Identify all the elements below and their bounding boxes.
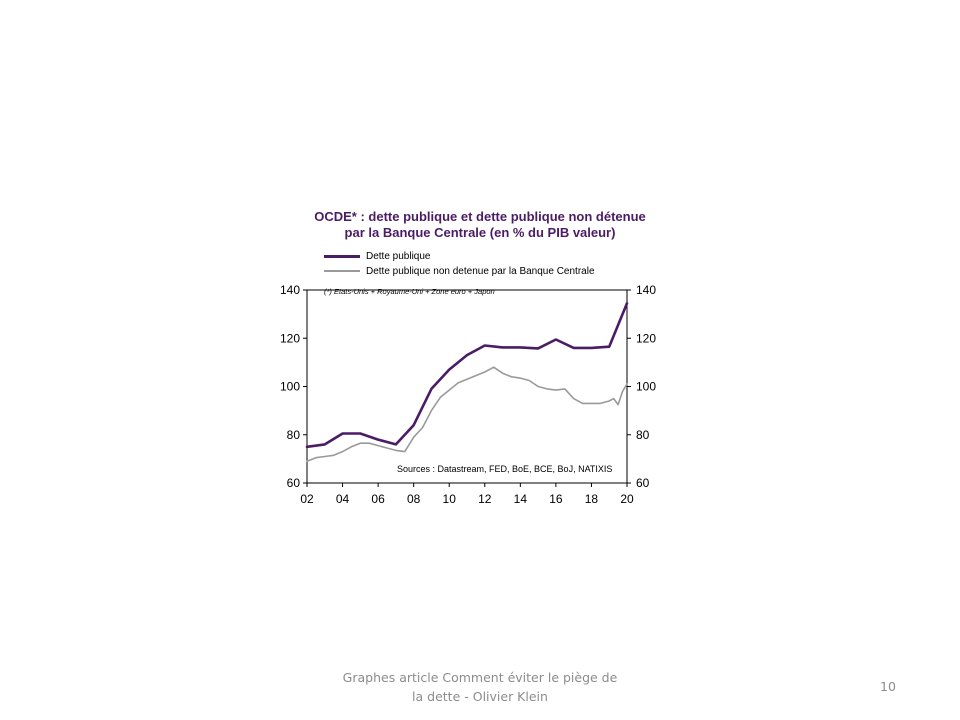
legend-label-dette-non-detenue: Dette publique non detenue par la Banque… (366, 265, 595, 277)
line-chart: 60 60 80 80 100 100 120 120 140 140 02 04 06 08 10 12 14… (280, 283, 656, 506)
y-tick-label-right: 140 (636, 283, 656, 297)
legend-label-dette-publique: Dette publique (366, 250, 431, 262)
plot-frame (306, 289, 628, 484)
y-tick-label-right: 120 (636, 331, 656, 345)
x-tick-label: 10 (443, 492, 457, 506)
series-line-dette-non-detenue (306, 366, 628, 463)
legend-swatch-dette-publique (324, 254, 360, 258)
x-tick-label: 18 (585, 492, 599, 506)
x-tick-label: 16 (549, 492, 563, 506)
x-tick-label: 04 (336, 492, 350, 506)
slide-footer: Graphes article Comment éviter le piège … (320, 668, 640, 706)
y-tick-label-right: 80 (636, 428, 650, 442)
x-tick-label: 12 (478, 492, 492, 506)
chart-labels: (*) Etats-Unis + Royaume-Uni + Zone euro… (324, 287, 612, 474)
chart-footnote: (*) Etats-Unis + Royaume-Uni + Zone euro… (324, 287, 495, 296)
y-tick-label-left: 140 (280, 283, 300, 297)
chart-source: Sources : Datastream, FED, BoE, BCE, BoJ… (397, 464, 612, 474)
legend-swatch-dette-non-detenue (324, 270, 360, 272)
footer-line-2: la dette - Olivier Klein (412, 689, 548, 704)
x-tick-label: 06 (371, 492, 385, 506)
y-tick-label-right: 60 (636, 476, 650, 490)
chart-axes: 60 60 80 80 100 100 120 120 140 140 02 04 06 08 10 12 14… (280, 283, 656, 506)
x-tick-label: 14 (514, 492, 528, 506)
x-tick-label: 02 (300, 492, 314, 506)
chart-title: OCDE* : dette publique et dette publique… (314, 209, 646, 224)
y-tick-label-right: 100 (636, 380, 656, 394)
series-line-dette-publique (305, 301, 629, 449)
x-tick-label: 08 (407, 492, 421, 506)
chart-series (305, 301, 629, 463)
y-tick-label-left: 120 (280, 331, 300, 345)
footer-line-1: Graphes article Comment éviter le piège … (342, 670, 618, 685)
legend-item-dette-non-detenue: Dette publique non detenue par la Banque… (324, 264, 595, 278)
chart-subtitle: par la Banque Centrale (en % du PIB vale… (344, 225, 616, 240)
legend-item-dette-publique: Dette publique (324, 249, 431, 263)
y-tick-label-left: 100 (280, 380, 300, 394)
y-tick-label-left: 80 (287, 428, 301, 442)
x-tick-label: 20 (620, 492, 634, 506)
y-tick-label-left: 60 (287, 476, 301, 490)
page-number: 10 (880, 679, 896, 694)
